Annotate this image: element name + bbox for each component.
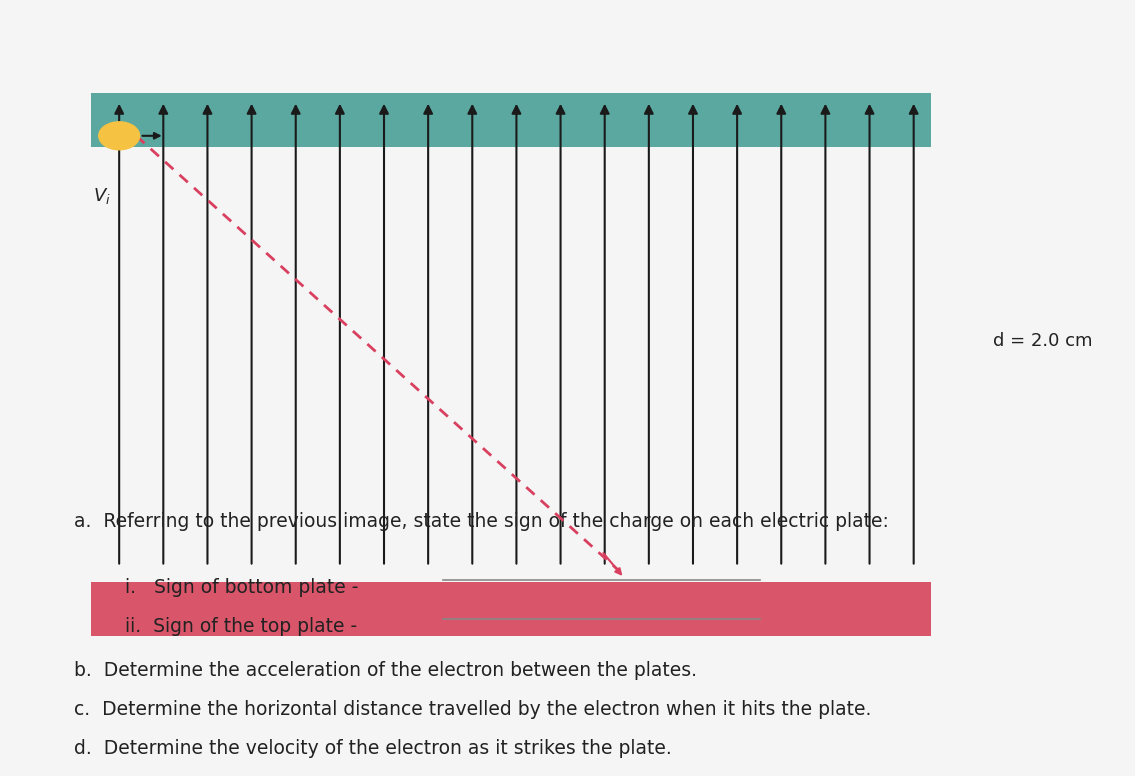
Text: d = 2.0 cm: d = 2.0 cm <box>993 332 1093 351</box>
Text: b.  Determine the acceleration of the electron between the plates.: b. Determine the acceleration of the ele… <box>74 661 697 680</box>
FancyBboxPatch shape <box>91 93 931 147</box>
Text: $V_i$: $V_i$ <box>93 186 111 206</box>
Text: i.   Sign of bottom plate -: i. Sign of bottom plate - <box>125 578 359 597</box>
Text: ii.  Sign of the top plate -: ii. Sign of the top plate - <box>125 617 358 636</box>
Circle shape <box>99 122 140 150</box>
Text: a.  Referring to the previous image, state the sign of the charge on each electr: a. Referring to the previous image, stat… <box>74 512 889 531</box>
Text: d.  Determine the velocity of the electron as it strikes the plate.: d. Determine the velocity of the electro… <box>74 739 672 757</box>
Text: c.  Determine the horizontal distance travelled by the electron when it hits the: c. Determine the horizontal distance tra… <box>74 700 872 719</box>
FancyBboxPatch shape <box>91 582 931 636</box>
